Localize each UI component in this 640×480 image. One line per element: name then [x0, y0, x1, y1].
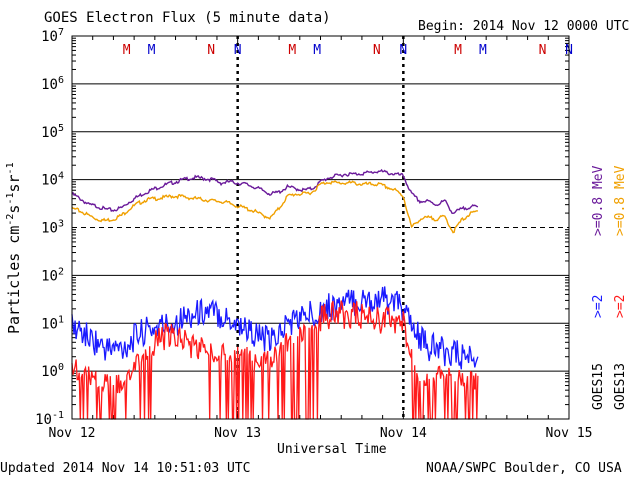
- orbit-marker: M: [313, 43, 321, 58]
- orbit-marker: N: [207, 43, 215, 58]
- y-tick-label: 107: [41, 27, 64, 45]
- orbit-marker: N: [234, 43, 242, 58]
- orbit-marker: M: [479, 43, 487, 58]
- y-tick-label: 105: [41, 123, 64, 141]
- y-tick-label: 103: [41, 219, 64, 237]
- y-axis-label: Particles cm-2s-1sr-1: [5, 162, 23, 334]
- orbit-marker: N: [399, 43, 407, 58]
- y-tick-label: 102: [41, 266, 64, 284]
- x-axis-label: Universal Time: [277, 442, 387, 457]
- x-tick-label: Nov 14: [380, 426, 427, 441]
- goes13-high-label: >=0.8 MeV: [613, 165, 628, 236]
- credit-line: NOAA/SWPC Boulder, CO USA: [426, 461, 622, 476]
- y-tick-label: 106: [41, 75, 64, 93]
- x-tick-label: Nov 15: [546, 426, 593, 441]
- y-tick-label: 104: [41, 171, 64, 189]
- orbit-marker: M: [288, 43, 296, 58]
- begin-time: Begin: 2014 Nov 12 0000 UTC: [418, 19, 630, 34]
- series-line: [71, 168, 479, 215]
- orbit-marker: M: [454, 43, 462, 58]
- orbit-marker: N: [373, 43, 381, 58]
- chart-title: GOES Electron Flux (5 minute data): [44, 10, 331, 26]
- y-tick-label: 10-1: [35, 410, 64, 428]
- y-tick-label: 101: [41, 314, 64, 332]
- series-line: [71, 286, 479, 370]
- orbit-marker: M: [148, 43, 156, 58]
- x-tick-label: Nov 13: [214, 426, 261, 441]
- goes13-low-label: >=2: [613, 294, 628, 318]
- orbit-marker: M: [123, 43, 131, 58]
- y-tick-label: 100: [41, 362, 64, 380]
- goes15-high-label: >=0.8 MeV: [591, 165, 606, 236]
- orbit-marker: N: [539, 43, 547, 58]
- goes15-label: GOES15: [591, 363, 606, 410]
- plot-frame: [71, 35, 570, 420]
- series-line: [71, 300, 479, 420]
- x-tick-label: Nov 12: [49, 426, 96, 441]
- series-line: [71, 180, 479, 234]
- goes13-label: GOES13: [613, 363, 628, 410]
- updated-time: Updated 2014 Nov 14 10:51:03 UTC: [0, 461, 251, 476]
- goes15-low-label: >=2: [591, 294, 606, 318]
